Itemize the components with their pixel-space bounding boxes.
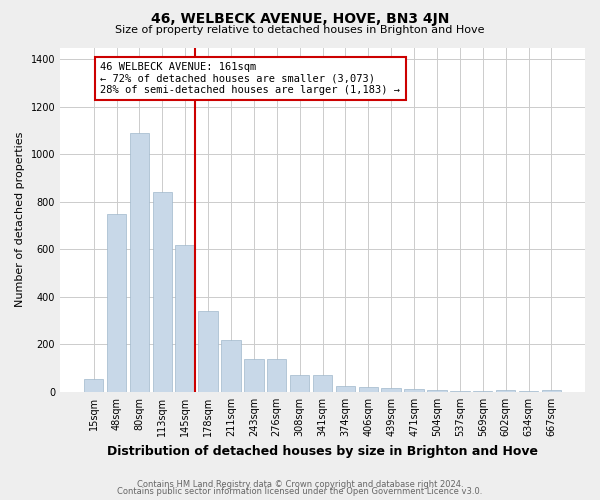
Text: Contains public sector information licensed under the Open Government Licence v3: Contains public sector information licen… xyxy=(118,488,482,496)
Text: 46, WELBECK AVENUE, HOVE, BN3 4JN: 46, WELBECK AVENUE, HOVE, BN3 4JN xyxy=(151,12,449,26)
Bar xyxy=(335,386,355,392)
Bar xyxy=(244,358,263,392)
Bar xyxy=(404,389,424,392)
Bar xyxy=(107,214,126,392)
Bar xyxy=(450,390,470,392)
Bar xyxy=(290,376,310,392)
Bar xyxy=(382,388,401,392)
Bar xyxy=(473,391,493,392)
Text: Size of property relative to detached houses in Brighton and Hove: Size of property relative to detached ho… xyxy=(115,25,485,35)
Bar xyxy=(199,311,218,392)
Bar xyxy=(427,390,446,392)
Text: Contains HM Land Registry data © Crown copyright and database right 2024.: Contains HM Land Registry data © Crown c… xyxy=(137,480,463,489)
Text: 46 WELBECK AVENUE: 161sqm
← 72% of detached houses are smaller (3,073)
28% of se: 46 WELBECK AVENUE: 161sqm ← 72% of detac… xyxy=(100,62,400,95)
Y-axis label: Number of detached properties: Number of detached properties xyxy=(15,132,25,308)
Bar xyxy=(130,133,149,392)
Bar xyxy=(542,390,561,392)
Bar xyxy=(496,390,515,392)
Bar xyxy=(84,379,103,392)
Bar xyxy=(359,387,378,392)
Bar xyxy=(313,376,332,392)
X-axis label: Distribution of detached houses by size in Brighton and Hove: Distribution of detached houses by size … xyxy=(107,444,538,458)
Bar xyxy=(175,244,195,392)
Bar xyxy=(221,340,241,392)
Bar xyxy=(519,391,538,392)
Bar xyxy=(152,192,172,392)
Bar xyxy=(267,358,286,392)
